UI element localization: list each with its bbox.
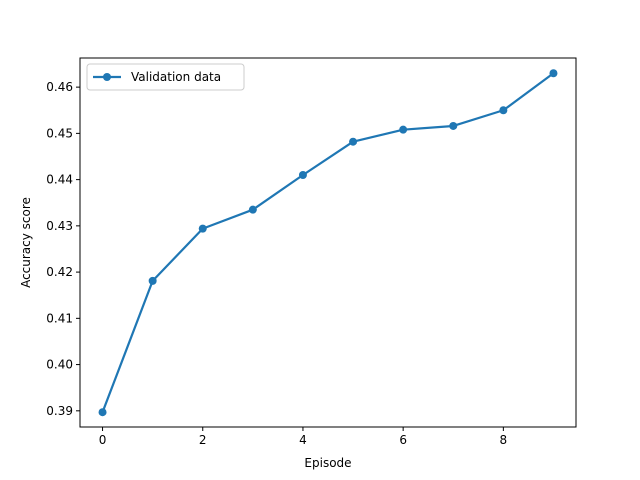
data-point [198, 224, 207, 233]
y-axis-label: Accuracy score [19, 197, 33, 288]
data-point [248, 205, 257, 214]
data-point [298, 170, 307, 179]
x-tick-label: 2 [199, 433, 207, 447]
y-tick-label: 0.44 [46, 173, 73, 187]
legend-label: Validation data [131, 70, 221, 84]
data-point [349, 137, 358, 146]
data-point [148, 276, 157, 285]
data-point [499, 106, 508, 115]
x-tick-label: 0 [99, 433, 107, 447]
y-tick-label: 0.41 [46, 311, 73, 325]
data-point [98, 408, 107, 417]
legend-box [86, 63, 245, 91]
x-axis-label: Episode [304, 456, 351, 470]
data-point [399, 125, 408, 134]
y-tick-label: 0.46 [46, 80, 73, 94]
plot-area [80, 58, 576, 427]
data-point [549, 69, 558, 78]
series-line [101, 72, 555, 413]
x-tick-label: 8 [500, 433, 508, 447]
y-tick-label: 0.42 [46, 265, 73, 279]
legend: Validation data [86, 63, 245, 91]
data-point [449, 121, 458, 130]
plot-frame [79, 57, 577, 428]
y-tick-label: 0.40 [46, 358, 73, 372]
legend-marker [103, 73, 111, 81]
y-tick-label: 0.43 [46, 219, 73, 233]
x-tick-label: 6 [399, 433, 407, 447]
x-tick-label: 4 [299, 433, 307, 447]
y-tick-label: 0.45 [46, 126, 73, 140]
y-tick-label: 0.39 [46, 404, 73, 418]
